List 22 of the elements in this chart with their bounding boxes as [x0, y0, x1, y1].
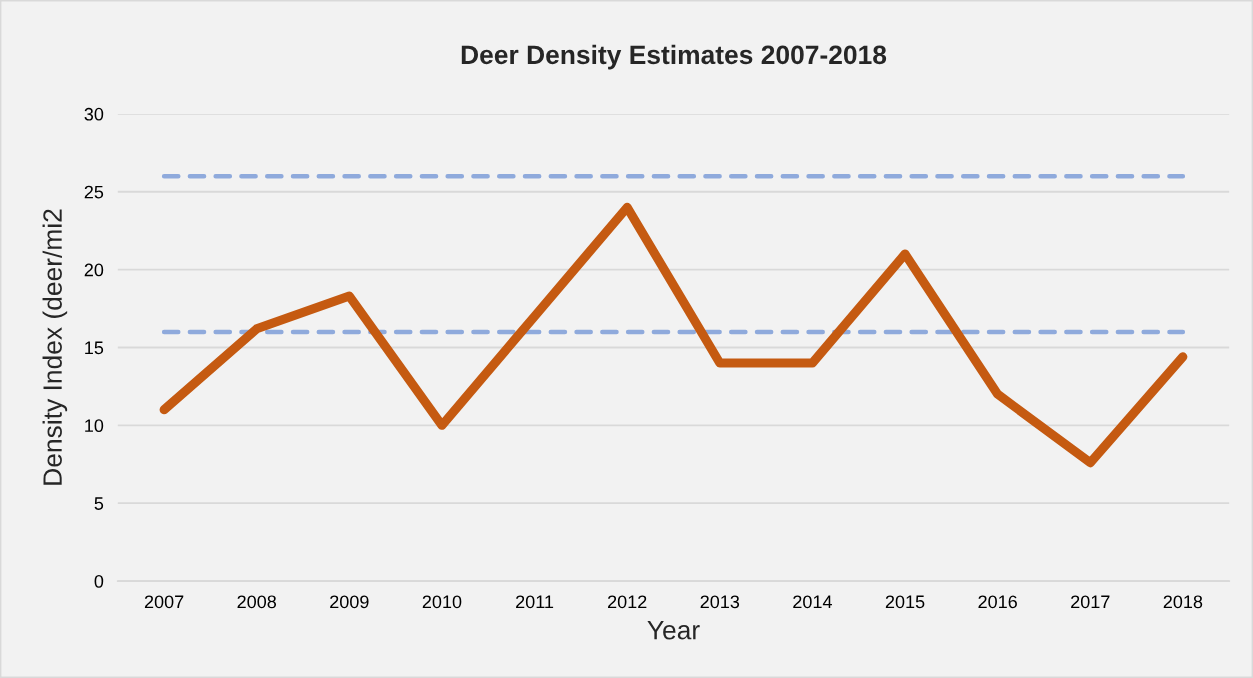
x-tick-label: 2015 [885, 595, 925, 609]
x-tick-label: 2017 [1071, 595, 1110, 609]
y-tick-label: 5 [94, 497, 104, 510]
x-tick-label: 2018 [1163, 595, 1203, 609]
x-tick-label: 2007 [144, 595, 184, 609]
x-tick-label: 2016 [978, 595, 1017, 609]
y-tick-label: 20 [84, 263, 104, 277]
chart-title: Deer Density Estimates 2007-2018 [461, 44, 887, 70]
y-tick-label: 10 [85, 419, 104, 433]
x-axis-title: Year [647, 621, 700, 640]
x-tick-label: 2010 [422, 595, 462, 609]
x-tick-label: 2013 [700, 595, 740, 609]
x-tick-label: 2014 [793, 595, 832, 609]
y-tick-label: 25 [84, 185, 104, 199]
y-tick-label: 15 [85, 341, 104, 355]
x-tick-label: 2008 [237, 595, 277, 609]
x-tick-label: 2009 [330, 595, 369, 609]
x-tick-label: 2012 [608, 595, 647, 609]
y-tick-label: 30 [84, 107, 104, 121]
y-tick-label: 0 [94, 574, 104, 588]
y-axis-title: Density Index (deer/mi2 [42, 209, 68, 485]
x-tick-label: 2011 [516, 595, 554, 609]
